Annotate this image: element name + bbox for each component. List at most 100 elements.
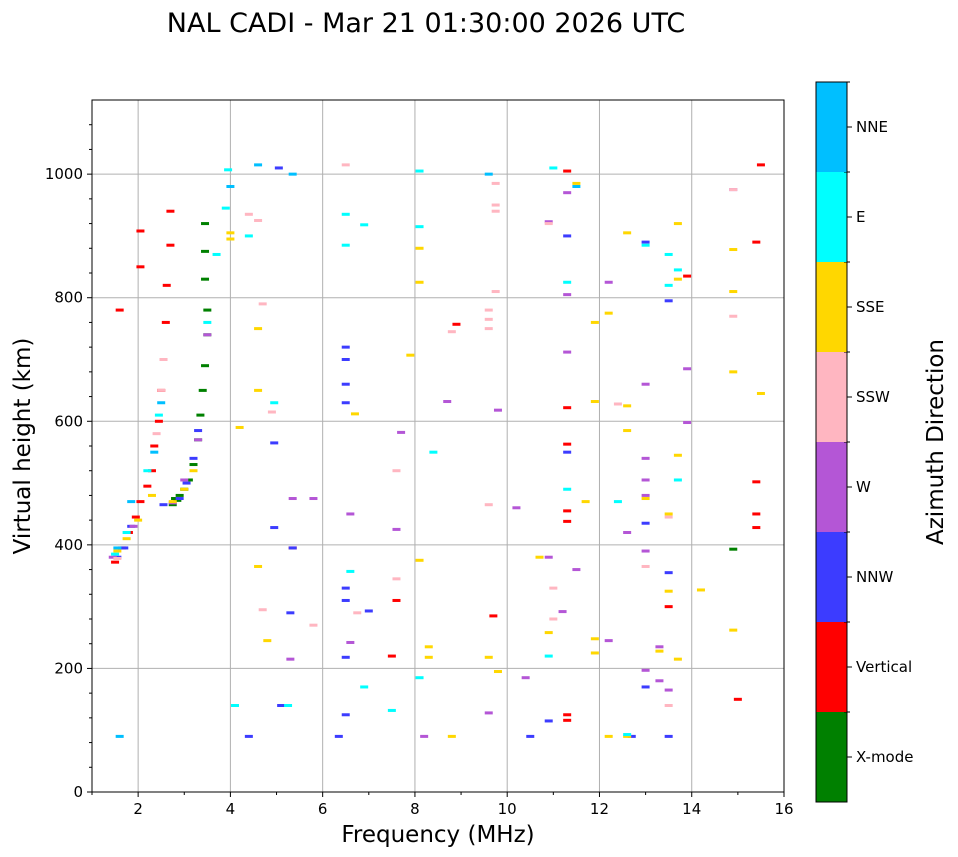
data-point [157,388,166,392]
data-point [122,537,131,541]
data-point [387,708,396,712]
colorbar-segment [816,442,847,532]
data-point [341,382,350,386]
data-point [341,212,350,216]
y-tick-label: 1000 [45,165,83,183]
data-point [484,172,493,176]
data-point [604,734,613,738]
data-point [152,432,161,436]
data-point [415,558,424,562]
data-point [563,487,572,491]
data-point [484,327,493,331]
data-point [493,670,502,674]
data-point [120,546,129,550]
data-point [641,685,650,689]
y-tick-label: 800 [54,289,83,307]
data-point [673,277,682,281]
data-point [641,243,650,247]
data-point [491,181,500,185]
data-point [334,734,343,738]
data-point [108,555,117,559]
data-point [623,231,632,235]
data-point [168,500,177,504]
data-point [341,598,350,602]
data-point [201,364,210,368]
y-axis-label: Virtual height (km) [10,338,36,555]
data-point [429,450,438,454]
data-point [641,493,650,497]
data-point [447,734,456,738]
data-point [341,163,350,167]
data-point [360,685,369,689]
data-point [544,555,553,559]
data-point [563,509,572,513]
data-point [655,645,664,649]
data-point [392,598,401,602]
data-point [415,246,424,250]
colorbar-segment [816,172,847,262]
data-point [226,237,235,241]
data-point [203,308,212,312]
data-point [590,320,599,324]
data-point [664,515,673,519]
data-point [484,711,493,715]
data-point [194,438,203,442]
data-point [729,290,738,294]
data-point [226,231,235,235]
data-point [673,222,682,226]
data-point [274,166,283,170]
data-point [166,243,175,247]
data-point [346,569,355,573]
data-point [226,185,235,188]
data-point [563,234,572,238]
series-sse [113,181,765,738]
data-point [415,169,424,173]
data-point [131,515,140,519]
data-point [752,240,761,244]
data-point [590,400,599,404]
data-point [270,526,279,530]
data-point [161,320,170,324]
data-point [392,577,401,581]
x-tick-label: 2 [133,800,143,818]
data-point [424,645,433,649]
data-point [143,469,152,473]
y-tick-label: 400 [54,536,83,554]
data-point [452,322,461,326]
data-point [159,503,168,507]
data-point [581,500,590,504]
data-point [447,330,456,334]
colorbar-tick-label: NNW [856,568,893,586]
colorbar-tick-label: X-mode [856,748,913,766]
data-point [171,497,180,501]
data-point [729,188,738,192]
data-point [729,547,738,551]
data-point [664,512,673,516]
data-point [341,713,350,717]
data-point [526,734,535,738]
data-point [353,611,362,615]
data-point [664,704,673,707]
data-point [341,655,350,659]
data-point [549,617,558,621]
colorbar-tick-label: Vertical [856,658,912,676]
data-point [493,408,502,412]
data-point [623,531,632,534]
data-point [683,367,692,371]
data-point [664,734,673,738]
data-point [563,350,572,354]
data-point [136,500,145,504]
data-point [563,169,572,173]
data-point [563,280,572,284]
data-point [364,609,373,613]
data-point [415,676,424,680]
data-point [113,549,122,553]
data-point [346,512,355,516]
data-point [212,252,221,256]
data-point [341,401,350,405]
data-point [733,697,742,701]
data-point [683,421,692,425]
colorbar: X-mode Vertical NNW W SSW SSE E NNE [815,81,913,803]
data-point [392,469,401,473]
